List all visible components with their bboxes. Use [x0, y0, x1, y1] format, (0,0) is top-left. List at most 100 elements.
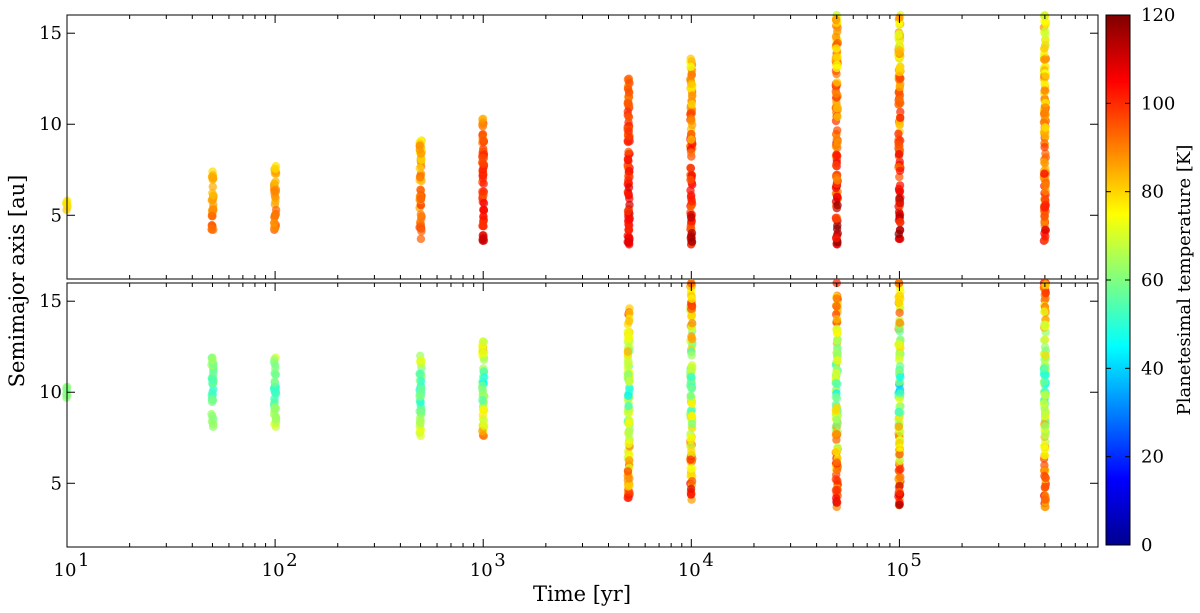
scatter-point — [416, 194, 426, 204]
scatter-point — [687, 294, 697, 303]
scatter-point — [895, 198, 905, 208]
scatter-point — [687, 91, 697, 101]
scatter-point — [1041, 225, 1050, 234]
scatter-point — [687, 419, 697, 429]
scatter-point — [1041, 181, 1050, 190]
scatter-point — [271, 164, 280, 173]
scatter-point — [1040, 212, 1049, 221]
scatter-point — [478, 120, 487, 129]
scatter-point — [896, 218, 905, 227]
scatter-point — [624, 166, 634, 176]
scatter-point — [270, 187, 279, 196]
scatter-point — [895, 187, 904, 196]
scatter-point — [208, 375, 217, 384]
scatter-point — [416, 419, 425, 428]
scatter-point — [1041, 72, 1050, 82]
scatter-point — [894, 47, 903, 56]
x-tick-label-exponent: 4 — [702, 550, 713, 571]
scatter-point — [687, 100, 697, 109]
scatter-point — [270, 378, 279, 387]
scatter-point — [831, 15, 841, 25]
scatter-point — [831, 32, 841, 42]
scatter-point — [479, 199, 489, 208]
scatter-point — [478, 395, 487, 405]
scatter-point — [208, 182, 217, 191]
scatter-point — [833, 151, 842, 160]
scatter-point — [687, 191, 696, 200]
scatter-point — [831, 405, 840, 414]
scatter-point — [207, 211, 217, 221]
bottom-scatter-points — [62, 278, 1051, 512]
scatter-point — [270, 394, 279, 403]
scatter-point — [895, 166, 905, 175]
y-tick-label: 5 — [51, 205, 62, 226]
scatter-point — [479, 212, 488, 221]
scatter-point — [415, 141, 424, 150]
scatter-point — [1040, 377, 1049, 386]
scatter-point — [687, 135, 696, 144]
scatter-point — [895, 350, 904, 359]
scatter-point — [896, 472, 905, 482]
scatter-point — [478, 381, 487, 390]
scatter-point — [1040, 55, 1049, 64]
scatter-point — [623, 154, 633, 164]
scatter-point — [623, 206, 633, 216]
scatter-point — [832, 215, 841, 224]
scatter-point — [894, 150, 904, 159]
scatter-point — [271, 364, 280, 373]
scatter-point — [624, 112, 633, 122]
x-tick-label: 10 — [54, 560, 77, 581]
scatter-point — [895, 450, 904, 459]
scatter-point — [833, 126, 842, 135]
scatter-point — [895, 318, 904, 327]
scatter-point — [625, 133, 634, 143]
scatter-point — [415, 164, 424, 173]
scatter-point — [479, 337, 488, 347]
scatter-point — [832, 294, 841, 303]
scatter-point — [688, 334, 697, 344]
scatter-point — [1040, 495, 1050, 504]
scatter-point — [624, 317, 634, 326]
scatter-point — [687, 302, 697, 311]
colorbar-tick-label: 0 — [1141, 535, 1152, 556]
scatter-point — [687, 79, 696, 89]
scatter-point — [895, 172, 904, 182]
scatter-point — [623, 467, 633, 476]
x-tick-label-exponent: 2 — [286, 550, 297, 571]
scatter-point — [895, 308, 904, 317]
x-tick-label: 10 — [262, 560, 285, 581]
scatter-point — [687, 228, 697, 238]
scatter-point — [1041, 26, 1050, 36]
y-axis-label: Semimajor axis [au] — [5, 175, 29, 388]
scatter-point — [1041, 390, 1051, 399]
scatter-point — [1040, 364, 1049, 373]
colorbar-tick-label: 80 — [1141, 182, 1164, 203]
scatter-point — [1040, 335, 1049, 345]
scatter-point — [833, 60, 842, 70]
scatter-point — [624, 176, 633, 185]
scatter-point — [831, 429, 841, 438]
scatter-point — [479, 137, 488, 146]
scatter-point — [416, 392, 426, 401]
scatter-point — [1041, 370, 1050, 380]
scatter-point — [833, 201, 842, 210]
scatter-point — [1040, 422, 1050, 431]
scatter-point — [1041, 149, 1050, 158]
scatter-point — [833, 355, 842, 365]
scatter-point — [1041, 409, 1050, 418]
scatter-point — [1040, 320, 1049, 329]
scatter-point — [1041, 103, 1050, 112]
scatter-point — [478, 187, 487, 196]
scatter-point — [688, 319, 697, 328]
x-axis-label: Time [yr] — [533, 582, 631, 606]
scatter-point — [832, 78, 842, 87]
scatter-point — [687, 446, 696, 455]
colorbar-tick-label: 20 — [1141, 447, 1164, 468]
scatter-point — [624, 439, 633, 448]
scatter-point — [624, 401, 633, 411]
x-tick-label: 10 — [886, 560, 909, 581]
scatter-point — [270, 355, 279, 364]
scatter-point — [207, 225, 217, 234]
scatter-point — [479, 405, 488, 415]
